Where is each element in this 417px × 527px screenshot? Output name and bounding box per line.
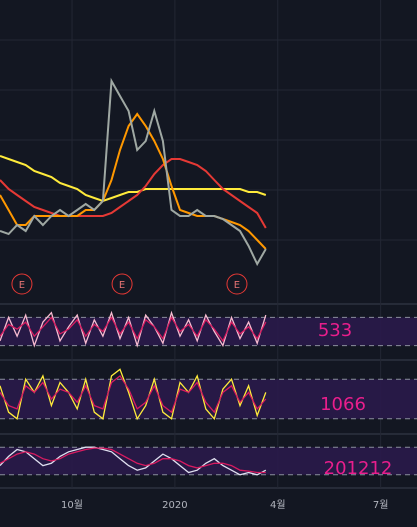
x-tick-label: 4월 (270, 499, 286, 511)
h-grid (0, 39, 417, 241)
earnings-marker (11, 273, 33, 295)
series-line (0, 446, 267, 476)
panel-label: 533 (318, 320, 352, 341)
series-line (0, 155, 267, 203)
panel-label: 1066 (320, 394, 366, 415)
earnings-marker (111, 273, 133, 295)
earnings-marker (226, 273, 248, 295)
earnings-label: E (19, 280, 25, 291)
series-line (0, 374, 267, 414)
series-line (0, 158, 267, 229)
x-tick-label: 2020 (162, 500, 187, 511)
panel-label: 201212 (324, 458, 393, 479)
series-line (0, 368, 267, 421)
earnings-label: E (119, 280, 125, 291)
series-line (0, 315, 267, 343)
x-tick-label: 7월 (373, 499, 389, 511)
series-line (0, 77, 267, 267)
panel-separators (0, 303, 417, 489)
x-tick-label: 10월 (61, 499, 83, 511)
series-line (0, 447, 266, 474)
earnings-label: E (234, 280, 240, 291)
